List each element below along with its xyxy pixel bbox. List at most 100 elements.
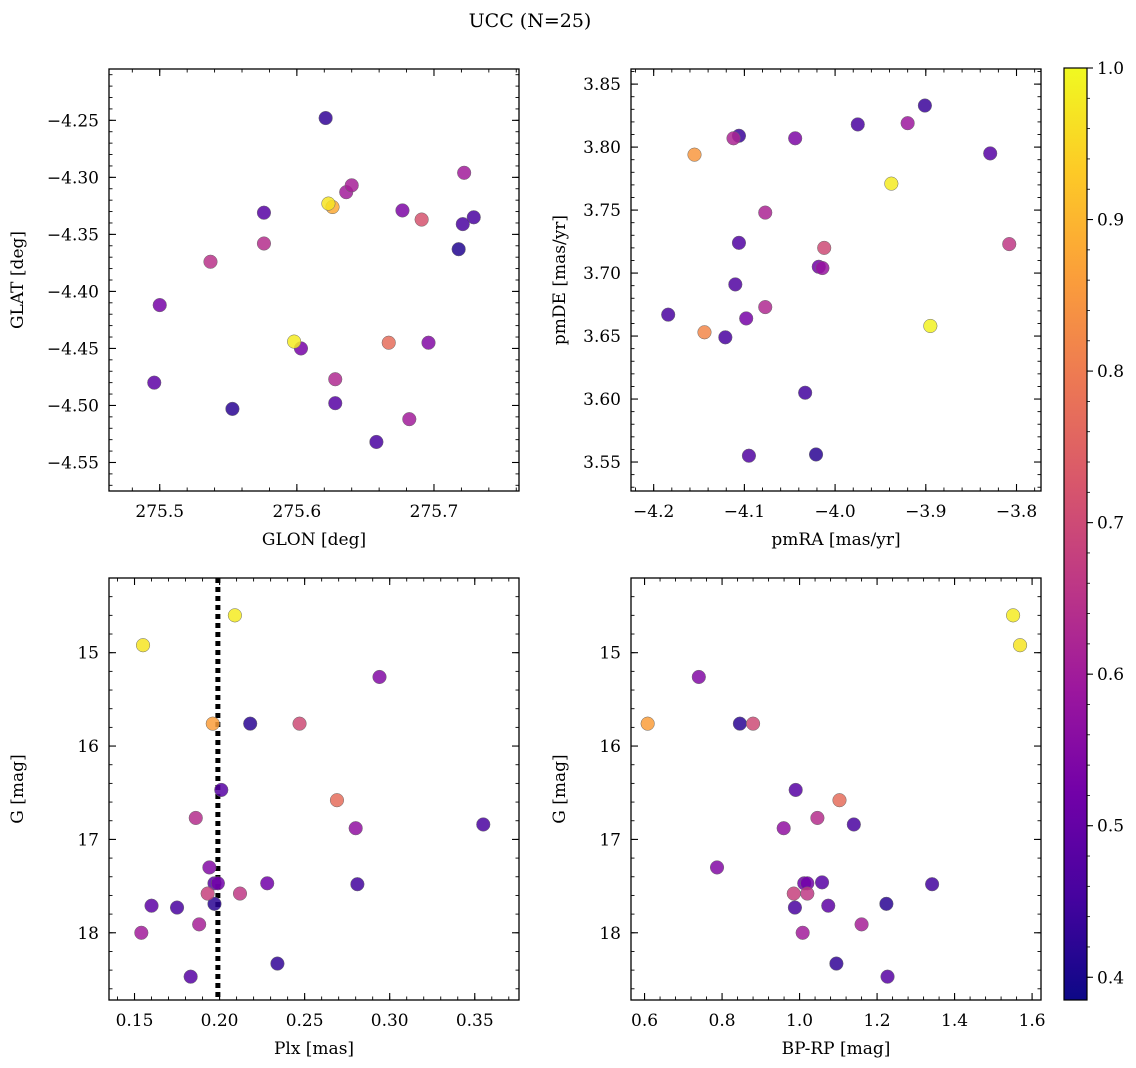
scatter-point: [741, 448, 756, 463]
x-tick-label: 1.4: [941, 1011, 968, 1031]
x-tick-label: 275.5: [135, 502, 184, 522]
scatter-point: [880, 969, 895, 984]
scatter-point: [758, 300, 773, 315]
scatter-point: [800, 886, 815, 901]
scatter-point: [292, 716, 307, 731]
scatter-point: [1006, 608, 1021, 623]
scatter-point: [687, 147, 702, 162]
y-tick-label: 3.55: [583, 453, 621, 473]
y-tick-label: −4.55: [47, 453, 99, 473]
scatter-point: [348, 821, 363, 836]
plot-frame: [108, 68, 520, 492]
scatter-point: [758, 205, 773, 220]
y-axis-label: pmDE [mas/yr]: [550, 215, 570, 345]
scatter-point: [350, 877, 365, 892]
x-tick-label: −4.1: [724, 502, 765, 522]
scatter-point: [732, 716, 747, 731]
y-tick-label: −4.25: [47, 111, 99, 131]
x-tick-label: 1.2: [864, 1011, 891, 1031]
scatter-point: [421, 335, 436, 350]
x-axis-label: pmRA [mas/yr]: [771, 530, 900, 550]
scatter-point: [829, 956, 844, 971]
colorbar: 0.4 0.5 0.6 0.7 0.8 0.9 1.0: [1063, 59, 1124, 1001]
x-axis-label: GLON [deg]: [262, 530, 366, 550]
scatter-point: [640, 716, 655, 731]
scatter-point: [457, 165, 472, 180]
x-tick-label: −3.8: [996, 502, 1037, 522]
colorbar-tick-label: 1.0: [1097, 59, 1124, 79]
y-axis-label: G [mag]: [8, 754, 28, 823]
plot-frame: [630, 577, 1042, 1001]
scatter-point: [850, 117, 865, 132]
scatter-point: [466, 210, 481, 225]
points-layer: [661, 98, 1017, 463]
panel-glon-glat: 275.5 275.6 275.7 −4.25 −4.30 −4.35 −4.40 −4.45…: [8, 68, 520, 550]
scatter-point: [846, 817, 861, 832]
scatter-point: [709, 860, 725, 875]
y-tick-label: 3.60: [583, 390, 621, 410]
scatter-point: [817, 240, 832, 255]
scatter-point: [256, 205, 271, 220]
plot-frame: [108, 577, 520, 1001]
scatter-point: [746, 716, 761, 731]
colorbar-ticks: 0.4 0.5 0.6 0.7 0.8 0.9 1.0: [1087, 59, 1124, 988]
scatter-point: [451, 242, 466, 257]
scatter-point: [798, 385, 813, 400]
scatter-point: [188, 810, 203, 825]
scatter-point: [1002, 237, 1017, 252]
colorbar-gradient: [1063, 67, 1088, 1001]
scatter-point: [917, 98, 932, 113]
scatter-point: [202, 860, 217, 875]
x-tick-label: 275.6: [273, 502, 322, 522]
colorbar-tick-label: 0.8: [1097, 362, 1124, 382]
scatter-point: [402, 412, 417, 427]
x-axis-label: Plx [mas]: [274, 1039, 354, 1059]
y-tick-label: −4.30: [47, 168, 99, 188]
points-layer: [640, 608, 1028, 984]
scatter-point: [884, 176, 899, 191]
scatter-point: [287, 334, 302, 349]
y-tick-label: 3.70: [583, 264, 621, 284]
scatter-point: [814, 875, 830, 890]
scatter-point: [192, 917, 207, 932]
scatter-point: [256, 236, 271, 251]
scatter-point: [786, 886, 801, 901]
scatter-point: [203, 254, 218, 269]
scatter-point: [381, 335, 396, 350]
scatter-point: [135, 638, 151, 653]
x-tick-label: −3.9: [905, 502, 946, 522]
scatter-point: [661, 307, 676, 322]
y-tick-label: −4.50: [47, 396, 99, 416]
y-tick-label: 3.65: [583, 327, 621, 347]
scatter-point: [372, 669, 387, 685]
scatter-point: [328, 396, 343, 411]
scatter-point: [152, 298, 167, 313]
y-tick-label: 3.80: [583, 138, 621, 158]
scatter-point: [739, 311, 754, 326]
scatter-point: [207, 896, 222, 911]
panel-plx-g: 0.15 0.20 0.25 0.30 0.35 15 16 17 18 Plx [mas] G […: [8, 577, 520, 1059]
y-tick-label: 16: [77, 737, 99, 757]
scatter-point: [900, 116, 915, 131]
scatter-point: [718, 330, 733, 345]
scatter-point: [697, 325, 712, 340]
colorbar-tick-label: 0.9: [1097, 211, 1124, 231]
scatter-point: [776, 821, 791, 836]
colorbar-tick-label: 0.5: [1097, 817, 1124, 837]
scatter-point: [260, 876, 275, 891]
scatter-point: [731, 235, 746, 250]
y-axis-label: GLAT [deg]: [8, 231, 28, 329]
scatter-point: [983, 146, 998, 161]
scatter-point: [821, 898, 836, 913]
y-tick-label: 3.75: [583, 201, 621, 221]
scatter-point: [369, 434, 384, 450]
x-tick-label: 0.20: [201, 1011, 239, 1031]
x-tick-label: 0.30: [371, 1011, 409, 1031]
colorbar-tick-label: 0.4: [1097, 968, 1124, 988]
scatter-point: [476, 817, 491, 832]
x-axis-label: BP-RP [mag]: [782, 1039, 891, 1059]
scatter-point: [815, 260, 830, 276]
x-tick-label: 275.7: [410, 502, 459, 522]
figure-title: UCC (N=25): [469, 10, 592, 32]
